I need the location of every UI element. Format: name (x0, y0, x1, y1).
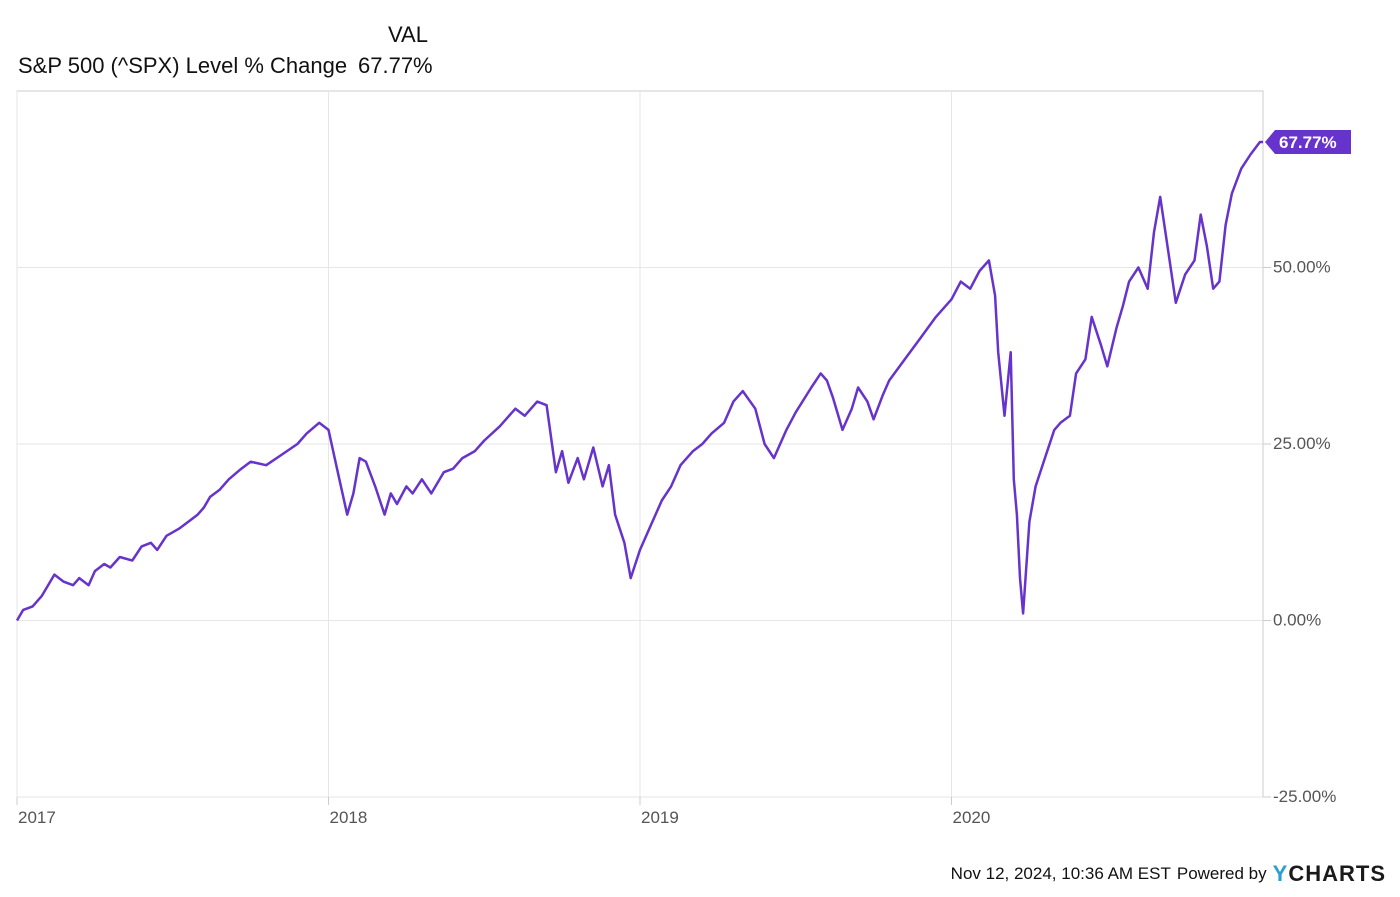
chart-legend: VAL S&P 500 (^SPX) Level % Change 67.77% (0, 0, 460, 90)
x-tick-label: 2019 (641, 808, 679, 827)
chart-footer: Nov 12, 2024, 10:36 AM EST Powered by YC… (951, 861, 1386, 887)
x-tick-label: 2018 (330, 808, 368, 827)
y-tick-label: 50.00% (1273, 258, 1331, 277)
ycharts-logo[interactable]: YCHARTS (1273, 861, 1386, 887)
legend-series-name[interactable]: S&P 500 (^SPX) Level % Change (18, 53, 348, 78)
end-value-label: 67.77% (1279, 133, 1337, 152)
ycharts-logo-text: CHARTS (1288, 861, 1386, 886)
y-tick-label: -25.00% (1273, 787, 1336, 806)
footer-powered-by: Powered by (1176, 864, 1267, 883)
x-tick-label: 2017 (18, 808, 56, 827)
line-chart: 50.00% 25.00% 0.00% -25.00% 2017 2018 2019 2020… (15, 90, 1351, 827)
series-line (15, 140, 1263, 622)
legend-series-value: 67.77% (358, 53, 433, 78)
y-tick-label: 0.00% (1273, 611, 1321, 630)
x-tick-label: 2020 (953, 808, 991, 827)
footer-timestamp: Nov 12, 2024, 10:36 AM EST (950, 864, 1171, 883)
legend-column-header: VAL (388, 22, 428, 47)
y-tick-label: 25.00% (1273, 434, 1331, 453)
end-value-badge (1265, 130, 1351, 155)
ycharts-logo-initial: Y (1272, 861, 1289, 886)
